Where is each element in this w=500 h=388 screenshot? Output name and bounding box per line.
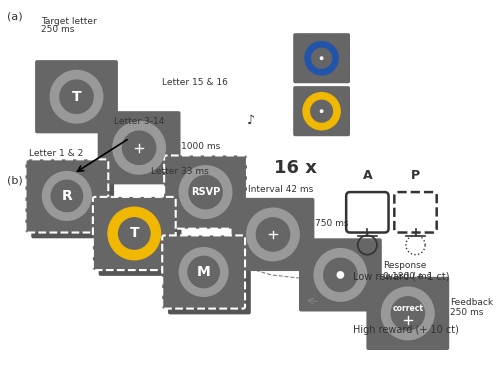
Circle shape — [188, 175, 223, 210]
Text: (a): (a) — [7, 12, 23, 22]
Text: P: P — [411, 169, 420, 182]
FancyBboxPatch shape — [293, 33, 350, 83]
Circle shape — [304, 41, 339, 76]
Text: 250 ms: 250 ms — [41, 26, 74, 35]
Circle shape — [122, 130, 156, 165]
Text: Letter 33 ms: Letter 33 ms — [150, 167, 208, 176]
Text: Letter 1 & 2: Letter 1 & 2 — [30, 149, 84, 158]
Text: A: A — [362, 169, 372, 182]
Circle shape — [42, 171, 92, 221]
Text: M: M — [197, 265, 210, 279]
Circle shape — [381, 286, 435, 340]
FancyBboxPatch shape — [293, 86, 350, 136]
Circle shape — [188, 256, 220, 288]
Text: Low reward (+ 1 ct): Low reward (+ 1 ct) — [353, 272, 450, 282]
Circle shape — [246, 208, 300, 262]
Circle shape — [314, 248, 368, 302]
Text: 750 ms: 750 ms — [316, 219, 349, 228]
FancyBboxPatch shape — [394, 192, 436, 232]
Circle shape — [390, 296, 425, 331]
Text: 16 x: 16 x — [274, 159, 317, 177]
Text: T: T — [72, 90, 82, 104]
FancyBboxPatch shape — [346, 192, 389, 232]
Circle shape — [178, 247, 228, 297]
Circle shape — [178, 165, 233, 219]
Circle shape — [323, 258, 358, 292]
Text: R: R — [62, 189, 72, 203]
Circle shape — [112, 121, 166, 175]
FancyBboxPatch shape — [366, 277, 449, 350]
Text: Response
0-1800 ms: Response 0-1800 ms — [383, 262, 431, 281]
FancyBboxPatch shape — [98, 111, 180, 184]
FancyBboxPatch shape — [35, 60, 118, 133]
FancyBboxPatch shape — [164, 156, 247, 229]
Text: correct: correct — [392, 304, 424, 313]
Text: 1000 ms: 1000 ms — [182, 142, 220, 151]
Circle shape — [50, 70, 104, 124]
Text: High reward (+ 10 ct): High reward (+ 10 ct) — [353, 325, 459, 335]
Circle shape — [59, 80, 94, 114]
FancyBboxPatch shape — [26, 159, 108, 232]
FancyBboxPatch shape — [168, 241, 251, 314]
Text: Interval 42 ms: Interval 42 ms — [248, 185, 313, 194]
Text: Feedback
250 ms: Feedback 250 ms — [450, 298, 494, 317]
Circle shape — [118, 217, 150, 250]
Text: Letter 15 & 16: Letter 15 & 16 — [162, 78, 228, 87]
FancyBboxPatch shape — [232, 198, 314, 271]
Circle shape — [336, 271, 344, 279]
FancyBboxPatch shape — [93, 197, 176, 270]
Text: ♪: ♪ — [247, 114, 255, 127]
Circle shape — [310, 100, 333, 123]
Circle shape — [320, 109, 324, 113]
FancyBboxPatch shape — [98, 203, 182, 276]
Text: Target letter: Target letter — [41, 17, 96, 26]
FancyBboxPatch shape — [31, 165, 114, 238]
Text: Letter 3-14: Letter 3-14 — [114, 117, 164, 126]
Circle shape — [256, 217, 290, 252]
Text: T: T — [130, 227, 139, 241]
Circle shape — [108, 206, 162, 260]
Text: RSVP: RSVP — [191, 187, 220, 197]
Circle shape — [50, 180, 83, 212]
Text: (b): (b) — [7, 176, 23, 186]
Circle shape — [320, 56, 324, 60]
FancyBboxPatch shape — [299, 238, 382, 312]
Circle shape — [302, 92, 341, 130]
Circle shape — [311, 48, 332, 69]
FancyBboxPatch shape — [162, 236, 245, 308]
